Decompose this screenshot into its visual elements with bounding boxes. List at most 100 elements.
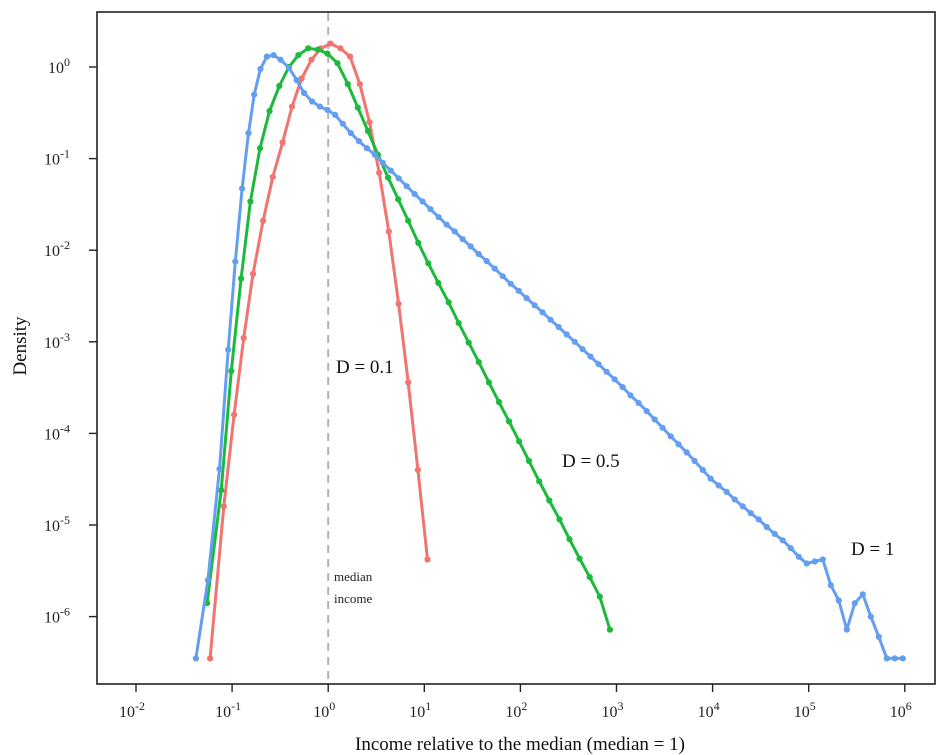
series-d05-point <box>247 198 254 205</box>
series-d01-point <box>207 655 214 662</box>
series-d05-point <box>536 478 543 485</box>
series-d1-point <box>293 77 300 84</box>
y-tick-label: 10-2 <box>44 238 70 260</box>
series-d1-point <box>747 509 754 517</box>
series-d1-point <box>491 265 498 272</box>
series-d05-point <box>334 60 341 67</box>
series-d1-point <box>883 655 890 662</box>
series-d01-point <box>376 169 383 176</box>
series-d1-point <box>819 556 826 563</box>
series-d05-point <box>576 555 583 562</box>
series-d01-point <box>385 228 392 235</box>
series-d01-point <box>308 56 315 63</box>
x-tick-label: 10-1 <box>215 699 241 721</box>
series-d1-point <box>239 185 246 192</box>
series-d01-point <box>395 300 402 307</box>
series-d1-point <box>595 361 602 368</box>
series-d05-point <box>445 299 452 306</box>
series-d1-point <box>539 309 546 316</box>
series-d1-point <box>270 52 277 59</box>
series-d1-point <box>587 353 594 360</box>
series-d1-point <box>324 106 331 113</box>
annotation-d1: D = 1 <box>851 539 894 560</box>
series-d1-point <box>843 626 850 633</box>
series-d1-point <box>371 151 378 158</box>
series-d1-point <box>739 503 746 510</box>
series-d1-point <box>771 530 778 538</box>
series-d05-point <box>266 108 273 115</box>
series-d1-point <box>451 228 458 235</box>
series-d1-point <box>263 53 270 60</box>
series-d1-point <box>363 145 370 152</box>
series-d05-point <box>364 127 371 135</box>
series-d01-point <box>327 40 334 47</box>
series-d1-point <box>245 130 252 137</box>
series-d1-point <box>204 577 211 584</box>
series-d1-point <box>555 323 562 331</box>
series-d05-point <box>425 260 432 267</box>
x-tick-label: 102 <box>505 699 527 721</box>
series-d1-point <box>192 655 199 662</box>
series-d01-point <box>347 53 354 60</box>
series-d05-point <box>324 50 331 57</box>
series-d1-point <box>707 475 714 482</box>
series-d1-point <box>387 167 394 174</box>
series-d1-point <box>216 465 223 472</box>
y-tick-label: 10-5 <box>44 513 70 535</box>
x-tick-label: 105 <box>794 699 816 721</box>
series-d1-point <box>691 457 698 465</box>
series-d1-point <box>859 591 866 598</box>
series-d1-point <box>225 346 232 353</box>
x-axis-title: Income relative to the median (median = … <box>355 734 685 755</box>
plot-frame <box>96 11 936 685</box>
series-d1-point <box>603 368 610 375</box>
x-axis-ticks: 10-2 10-1 100 101 102 103 104 105 106 <box>119 684 912 721</box>
series-d05-point <box>516 438 523 445</box>
annotation-d01: D = 0.1 <box>336 357 394 378</box>
series-d1-point <box>779 537 786 544</box>
series-d1-point <box>395 175 402 182</box>
series-d1-point <box>699 466 706 473</box>
series-d01-point <box>414 466 421 473</box>
series-d1-point <box>547 316 554 323</box>
series-d1-point <box>427 206 434 213</box>
x-tick-label: 100 <box>313 699 335 721</box>
series-d05-point <box>455 320 462 327</box>
series-d05-point <box>238 275 245 282</box>
series-d1-point <box>347 130 354 137</box>
series-d1-point <box>523 295 530 302</box>
series-d05-point <box>586 574 593 581</box>
series-d1-point <box>627 392 634 399</box>
series-d1-point <box>827 582 834 589</box>
y-tick-label: 100 <box>48 55 70 77</box>
x-tick-label: 101 <box>409 699 431 721</box>
series-d1-point <box>651 416 658 423</box>
series-d1-point <box>683 449 690 456</box>
series-d1-point <box>835 597 842 604</box>
series-d1-point <box>475 250 482 258</box>
series-d01-point <box>269 173 276 181</box>
y-tick-label: 10-3 <box>44 330 70 352</box>
series-d1-point <box>419 198 426 205</box>
series-d1-point <box>467 243 474 250</box>
series-d1-point <box>332 111 339 118</box>
series-d1-point <box>763 523 770 531</box>
series-d05-point <box>344 81 351 88</box>
series-d05-point <box>465 339 472 346</box>
series-d1-point <box>715 482 722 489</box>
series-layer <box>192 40 906 662</box>
series-d05-point <box>256 145 264 152</box>
series-d1-point <box>531 302 538 309</box>
series-d05-point <box>228 367 235 375</box>
series-d05-point <box>295 52 302 59</box>
series-d05-point <box>596 593 603 600</box>
series-d1-point <box>285 64 292 71</box>
series-d05-point <box>385 174 392 181</box>
series-d1-point <box>611 376 618 383</box>
series-d01-point <box>231 411 238 418</box>
series-d05-point <box>405 217 412 224</box>
series-d1-point <box>483 258 490 265</box>
series-d1-point <box>659 424 666 431</box>
y-tick-label: 10-4 <box>44 421 70 443</box>
